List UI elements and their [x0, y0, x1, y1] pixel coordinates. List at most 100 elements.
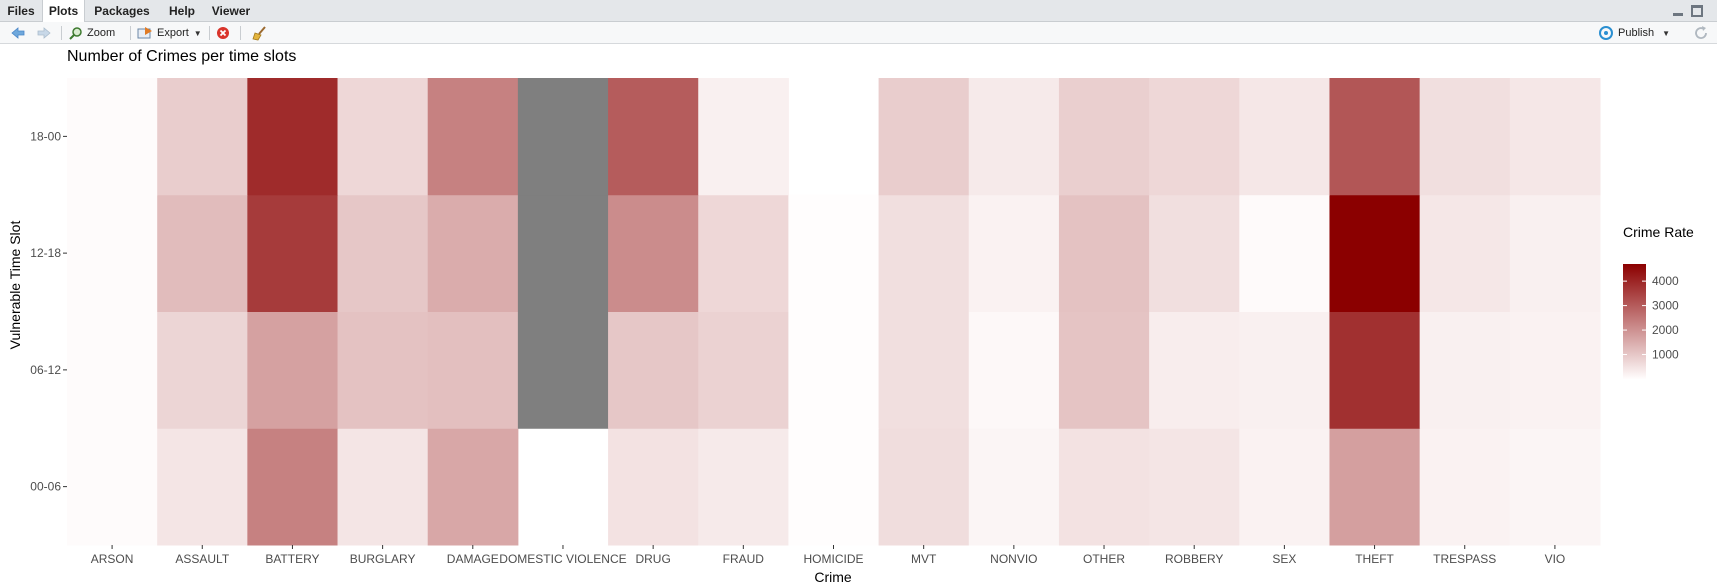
x-axis-tick-label: ROBBERY [1165, 552, 1223, 566]
y-axis-tick-label: 12-18 [30, 246, 61, 260]
heatmap-cell [878, 311, 970, 429]
x-axis-tick-label: DAMAGE [447, 552, 499, 566]
forward-button[interactable] [36, 22, 52, 44]
x-axis-tick-label: FRAUD [723, 552, 765, 566]
legend-tick-label: 3000 [1652, 299, 1679, 313]
heatmap-cell [1419, 194, 1511, 312]
broom-icon [252, 26, 266, 41]
heatmap-cell [1149, 311, 1240, 429]
heatmap-cell [1239, 311, 1330, 429]
heatmap-cell [157, 428, 248, 546]
y-axis-tick-label: 06-12 [30, 363, 61, 377]
heatmap-cell [698, 194, 789, 312]
heatmap-cell [1239, 428, 1330, 546]
heatmap-cell [1058, 78, 1150, 196]
tab-packages[interactable]: Packages [94, 4, 150, 18]
export-icon [137, 27, 152, 39]
x-axis-tick-label: SEX [1272, 552, 1296, 566]
legend-tick-label: 2000 [1652, 323, 1679, 337]
heatmap-cell [968, 428, 1060, 546]
y-axis-title: Vulnerable Time Slot [7, 221, 23, 350]
heatmap-cell [1239, 78, 1330, 196]
heatmap-cell [247, 311, 339, 429]
export-label: Export [157, 27, 189, 39]
heatmap-cell [1329, 428, 1421, 546]
pane-tab-bar: Files Plots Packages Help Viewer [0, 0, 1717, 23]
heatmap-cell [427, 428, 519, 546]
heatmap-cell [698, 428, 789, 546]
heatmap-cell [878, 194, 970, 312]
zoom-button[interactable]: Zoom [69, 22, 115, 44]
zoom-label: Zoom [87, 27, 116, 39]
refresh-icon [1695, 26, 1707, 39]
heatmap-cell [698, 311, 789, 429]
heatmap-cell [968, 194, 1060, 312]
legend-tick-label: 1000 [1652, 348, 1679, 362]
x-axis-tick-label: DOMESTIC VIOLENCE [499, 552, 626, 566]
heatmap-cell [878, 428, 970, 546]
chart-title: Number of Crimes per time slots [67, 48, 296, 65]
heatmap-chart: Number of Crimes per time slots Crime Vu… [7, 48, 1694, 585]
export-button[interactable]: Export ▼ [137, 22, 202, 44]
x-axis-tick-label: BURGLARY [350, 552, 416, 566]
heatmap-cell [698, 78, 789, 196]
refresh-button[interactable] [1693, 22, 1709, 44]
heatmap-cell [337, 78, 429, 196]
tab-files[interactable]: Files [7, 4, 35, 18]
remove-plot-button[interactable] [216, 22, 230, 44]
x-axis-tick-label: NONVIO [990, 552, 1037, 566]
tab-plots[interactable]: Plots [42, 0, 85, 23]
y-axis-tick-label: 18-00 [30, 129, 61, 143]
heatmap-cell [788, 428, 880, 546]
x-axis-tick-label: TRESPASS [1433, 552, 1496, 566]
heatmap-cell [1509, 78, 1601, 196]
heatmap-cell [67, 78, 158, 196]
heatmap-cell [157, 78, 248, 196]
heatmap-cell [1149, 428, 1240, 546]
heatmap-cell [1329, 78, 1421, 196]
heatmap-cell [67, 194, 158, 312]
heatmap-cell [517, 194, 609, 312]
publish-button[interactable]: Publish ▼ [1598, 22, 1670, 44]
magnifier-icon [69, 27, 82, 40]
maximize-icon[interactable] [1691, 5, 1703, 17]
clear-plots-button[interactable] [252, 22, 268, 44]
x-axis-tick-label: DRUG [635, 552, 670, 566]
tab-viewer[interactable]: Viewer [211, 4, 251, 18]
heatmap-cell [1058, 194, 1150, 312]
minimize-icon[interactable] [1672, 5, 1684, 17]
heatmap-cell [247, 428, 339, 546]
heatmap-cell [1329, 311, 1421, 429]
heatmap-cell [1419, 78, 1511, 196]
plots-toolbar: Zoom Export ▼ Publish ▼ [0, 22, 1717, 44]
legend-color-bar [1623, 264, 1646, 379]
heatmap-cell [1509, 311, 1601, 429]
heatmap-cell [608, 194, 699, 312]
heatmap-cell [1509, 428, 1601, 546]
back-button[interactable] [10, 22, 26, 44]
heatmap-cell [157, 194, 248, 312]
plot-area: Number of Crimes per time slots Crime Vu… [0, 44, 1717, 586]
heatmap-cell [968, 78, 1060, 196]
heatmap-cell [1058, 428, 1150, 546]
heatmap-cell [427, 194, 519, 312]
chevron-down-icon: ▼ [193, 28, 202, 38]
tab-help[interactable]: Help [168, 4, 195, 18]
heatmap-cell [1149, 78, 1240, 196]
legend-tick-label: 4000 [1652, 274, 1679, 288]
x-axis-tick-label: VIO [1545, 552, 1566, 566]
heatmap-cell [337, 194, 429, 312]
heatmap-cell [788, 194, 880, 312]
heatmap-cell [427, 78, 519, 196]
chevron-down-icon: ▼ [1662, 28, 1670, 38]
x-axis-tick-label: ASSAULT [175, 552, 229, 566]
x-axis-tick-label: MVT [911, 552, 937, 566]
y-axis-tick-label: 00-06 [30, 480, 61, 494]
publish-icon [1599, 26, 1613, 40]
heatmap-cell [157, 311, 248, 429]
heatmap-cell [337, 428, 429, 546]
heatmap-cell [247, 194, 339, 312]
x-axis-tick-label: THEFT [1355, 552, 1394, 566]
publish-label: Publish [1618, 27, 1655, 39]
heatmap-cell [1419, 311, 1511, 429]
